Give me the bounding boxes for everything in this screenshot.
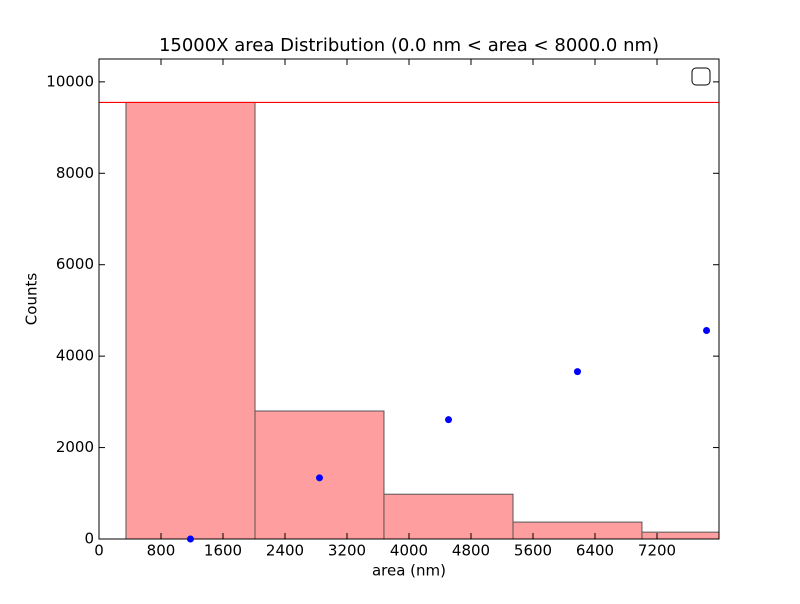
- data-point: [573, 368, 581, 376]
- bar: [125, 101, 256, 539]
- y-tick-label: 10000: [46, 72, 94, 90]
- x-tick-label: 4000: [390, 542, 428, 560]
- x-tick-label: 5600: [514, 542, 552, 560]
- data-point: [703, 326, 711, 334]
- legend: [691, 67, 711, 86]
- x-tick-label: 4800: [452, 542, 490, 560]
- plot-area: [99, 101, 719, 539]
- bar: [641, 531, 719, 539]
- x-tick-label: 1600: [204, 542, 242, 560]
- x-tick-label: 2400: [266, 542, 304, 560]
- x-tick-label: 3200: [328, 542, 366, 560]
- y-tick-label: 4000: [56, 347, 94, 365]
- data-point: [445, 416, 453, 424]
- y-axis-label: Counts: [23, 273, 41, 326]
- data-point: [315, 474, 323, 482]
- y-tick-label: 6000: [56, 255, 94, 273]
- y-tick-label: 8000: [56, 164, 94, 182]
- bar: [383, 493, 514, 539]
- x-tick-label: 800: [147, 542, 176, 560]
- y-tick-label: 0: [84, 530, 94, 548]
- x-tick-label: 0: [94, 542, 104, 560]
- x-axis-label: area (nm): [372, 562, 446, 580]
- x-tick-label: 7200: [638, 542, 676, 560]
- data-point: [186, 535, 194, 543]
- chart-title: 15000X area Distribution (0.0 nm < area …: [159, 35, 659, 56]
- y-tick-label: 2000: [56, 438, 94, 456]
- x-tick-label: 6400: [576, 542, 614, 560]
- bar: [512, 521, 643, 539]
